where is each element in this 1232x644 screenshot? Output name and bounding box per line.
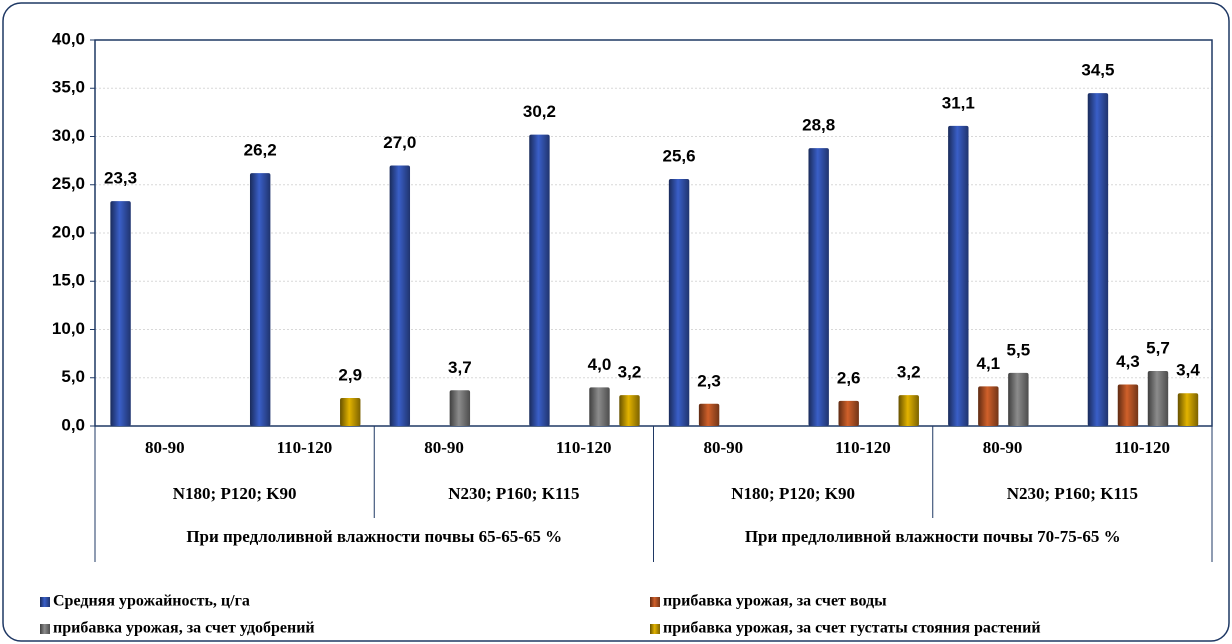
data-label: 3,4 xyxy=(1176,361,1200,380)
bar xyxy=(619,395,640,426)
y-tick-label: 10,0 xyxy=(52,319,85,338)
data-label: 3,7 xyxy=(448,358,472,377)
y-tick-label: 15,0 xyxy=(52,271,85,290)
data-label: 2,3 xyxy=(697,371,721,390)
data-label: 34,5 xyxy=(1081,61,1114,80)
x-tick-label: 80-90 xyxy=(145,438,185,457)
x-group-label: N180; P120; K90 xyxy=(731,484,855,503)
bar xyxy=(698,403,720,426)
x-tick-label: 80-90 xyxy=(983,438,1023,457)
bar xyxy=(1008,372,1029,426)
y-tick-label: 25,0 xyxy=(52,174,85,193)
data-label: 3,2 xyxy=(618,363,642,382)
legend-label: Средняя урожайность, ц/га xyxy=(53,593,250,610)
data-label: 5,7 xyxy=(1146,338,1170,357)
bar xyxy=(1147,370,1169,426)
bar xyxy=(589,387,610,426)
x-supergroup-label: При предлоливной влажности почвы 70-75-6… xyxy=(745,527,1121,546)
data-label: 25,6 xyxy=(663,146,696,165)
data-label: 26,2 xyxy=(244,141,277,160)
bar xyxy=(808,148,829,426)
data-label: 27,0 xyxy=(383,133,416,152)
legend-swatch xyxy=(650,597,660,607)
y-tick-label: 5,0 xyxy=(61,367,85,386)
x-group-label: N230; P160; K115 xyxy=(448,484,579,503)
x-group-label: N230; P160; K115 xyxy=(1007,484,1138,503)
legend-swatch xyxy=(40,597,50,607)
data-label: 4,0 xyxy=(588,355,612,374)
legend-label: прибавка урожая, за счет удобрений xyxy=(53,620,315,637)
y-tick-label: 30,0 xyxy=(52,126,85,145)
y-tick-label: 0,0 xyxy=(61,415,85,434)
bar xyxy=(1087,93,1109,426)
x-supergroup-label: При предлоливной влажности почвы 65-65-6… xyxy=(186,527,562,546)
x-tick-label: 110-120 xyxy=(556,438,612,457)
data-label: 5,5 xyxy=(1007,340,1031,359)
bar xyxy=(340,398,361,426)
x-group-label: N180; P120; K90 xyxy=(173,484,297,503)
data-label: 4,3 xyxy=(1116,352,1140,371)
bar xyxy=(978,386,999,426)
data-label: 28,8 xyxy=(802,116,835,135)
y-tick-label: 40,0 xyxy=(52,29,85,48)
legend-swatch xyxy=(40,624,50,634)
legend-swatch xyxy=(650,624,660,634)
x-tick-label: 110-120 xyxy=(1114,438,1170,457)
bar xyxy=(389,165,411,426)
y-tick-label: 20,0 xyxy=(52,222,85,241)
bar xyxy=(948,125,969,426)
x-tick-label: 80-90 xyxy=(424,438,464,457)
x-tick-label: 110-120 xyxy=(835,438,891,457)
data-label: 31,1 xyxy=(942,93,975,112)
bar xyxy=(838,400,859,426)
bar xyxy=(1177,393,1199,426)
bar xyxy=(668,178,690,426)
bar xyxy=(110,201,131,426)
data-label: 23,3 xyxy=(104,169,137,188)
data-label: 2,6 xyxy=(837,368,861,387)
bar xyxy=(529,134,550,426)
data-label: 3,2 xyxy=(897,363,921,382)
legend-label: прибавка урожая, за счет густаты стояния… xyxy=(663,620,1041,637)
bar xyxy=(249,173,271,426)
bar xyxy=(898,395,919,426)
y-tick-label: 35,0 xyxy=(52,78,85,97)
bar xyxy=(449,390,471,426)
x-tick-label: 110-120 xyxy=(277,438,333,457)
x-tick-label: 80-90 xyxy=(703,438,743,457)
legend-label: прибавка урожая, за счет воды xyxy=(663,593,887,610)
data-label: 2,9 xyxy=(338,365,362,384)
data-label: 30,2 xyxy=(523,102,556,121)
data-label: 4,1 xyxy=(977,354,1001,373)
bar xyxy=(1117,384,1139,426)
